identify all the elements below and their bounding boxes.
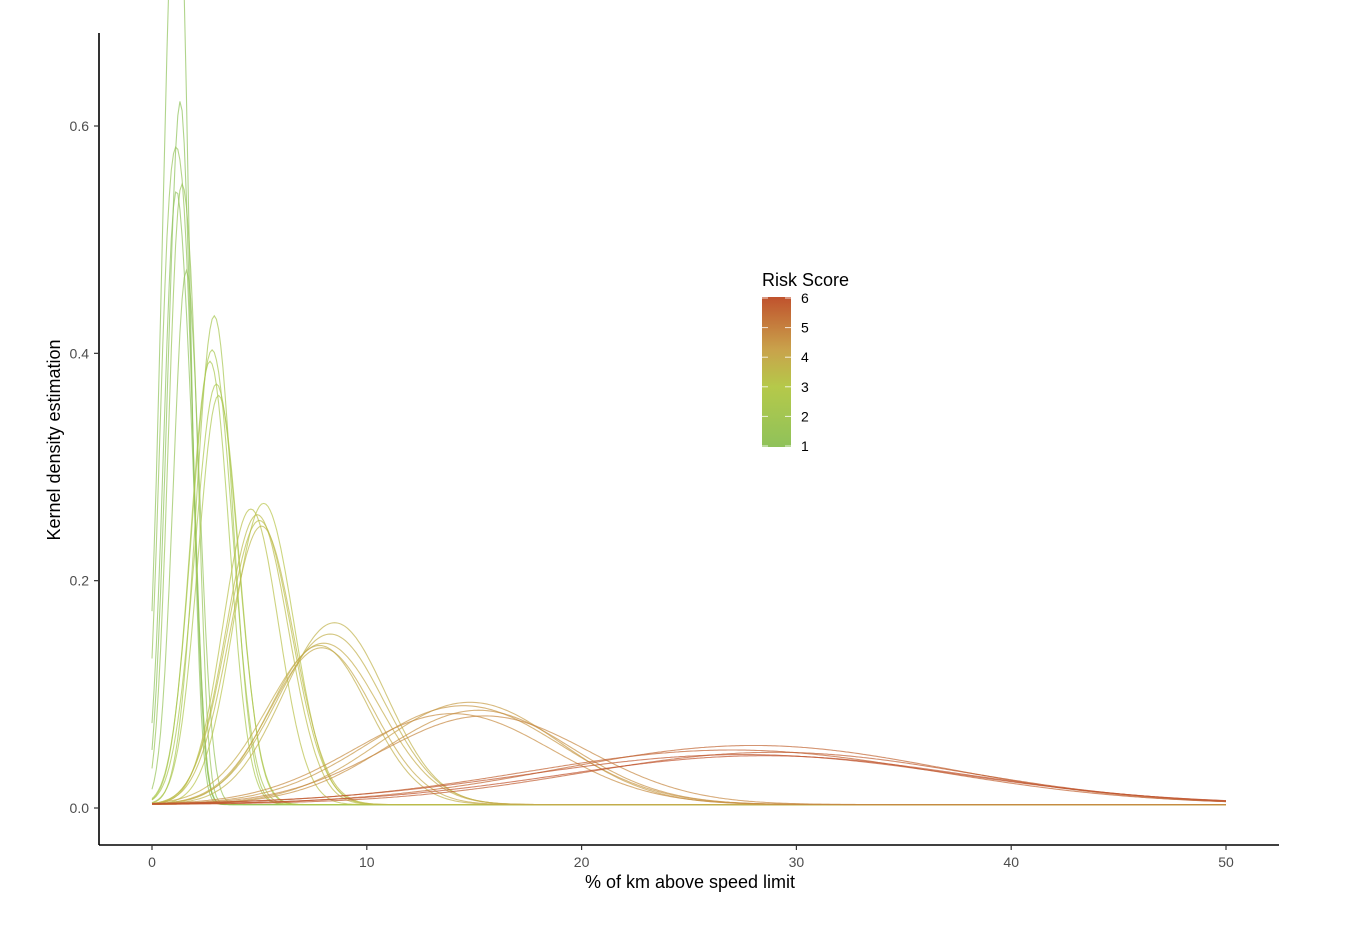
density-curve-5 [151,146,1226,806]
density-curve-22 [152,701,1226,806]
x-tick-label: 20 [574,854,590,870]
density-curve-31 [152,755,1227,805]
density-curve-10 [151,394,1226,806]
x-tick-label: 40 [1003,854,1019,870]
legend-label: 4 [801,349,809,365]
legend-title: Risk Score [762,270,849,290]
legend-label: 6 [801,290,809,306]
legend-label: 1 [801,438,809,454]
density-curve-29 [152,751,1227,805]
density-curve-9 [151,360,1226,806]
y-axis-title: Kernel density estimation [44,339,64,540]
x-tick-label: 30 [789,854,805,870]
density-curve-7 [151,314,1226,806]
density-curve-28 [152,749,1227,805]
density-curve-11 [151,383,1226,806]
legend-label: 2 [801,408,809,424]
x-tick-label: 10 [359,854,375,870]
density-curve-3 [151,191,1226,806]
legend: Risk Score 6 5 4 3 2 1 [762,270,849,454]
y-tick-label: 0.6 [70,118,90,134]
x-tick-label: 50 [1218,854,1234,870]
density-curve-8 [151,349,1226,806]
density-curve-16 [151,525,1226,806]
density-curve-26 [152,715,1226,806]
x-axis-title: % of km above speed limit [585,872,795,892]
density-curve-6 [151,182,1226,806]
density-curve-14 [151,519,1226,806]
x-axis-ticks: 0 10 20 30 40 50 [148,845,1234,870]
y-axis-ticks: 0.0 0.2 0.4 0.6 [70,118,99,816]
legend-ticks: 6 5 4 3 2 1 [762,290,809,454]
density-curves [151,0,1227,806]
x-tick-label: 0 [148,854,156,870]
y-tick-label: 0.2 [70,573,90,589]
y-tick-label: 0.4 [70,345,90,361]
legend-colorbar [762,297,791,447]
legend-label: 5 [801,320,809,336]
density-curve-2 [151,101,1226,806]
density-curve-13 [151,508,1226,806]
density-curve-1 [151,0,1226,806]
y-tick-label: 0.0 [70,800,90,816]
legend-label: 3 [801,379,809,395]
density-curve-15 [151,514,1226,806]
